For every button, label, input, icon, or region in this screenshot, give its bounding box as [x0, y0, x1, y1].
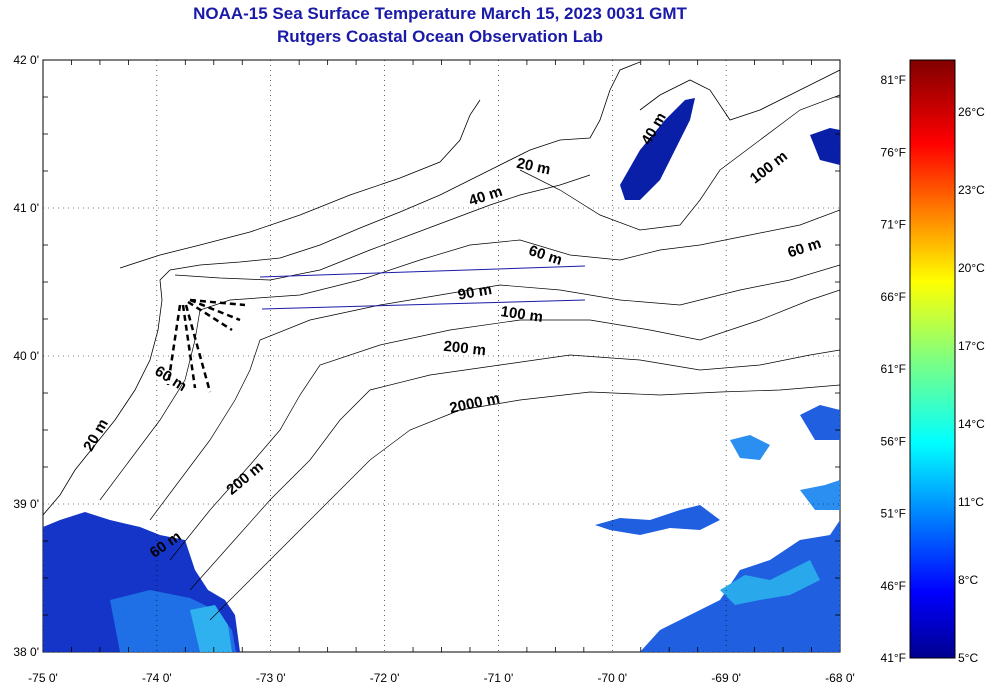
lon-tick-label: -71 0' [484, 671, 514, 685]
shipping-lanes [259, 265, 586, 310]
colorbar-f-label: 81°F [881, 73, 906, 87]
colorbar-c-label: 26°C [958, 105, 985, 119]
sst-patch-east-3 [800, 405, 840, 440]
contour-label: 100 m [500, 303, 544, 326]
coastline [43, 61, 840, 516]
colorbar-f-label: 61°F [881, 362, 906, 376]
colorbar-c-label: 23°C [958, 183, 985, 197]
lon-tick-label: -74 0' [142, 671, 172, 685]
colorbar-f-label: 46°F [881, 579, 906, 593]
sst-patch-southwest-cyan [190, 605, 232, 652]
contour-label: 200 m [443, 338, 487, 359]
colorbar-c-label: 17°C [958, 339, 985, 353]
lon-tick-label: -70 0' [597, 671, 627, 685]
colorbar-f-label: 76°F [881, 145, 906, 159]
lon-tick-label: -73 0' [256, 671, 286, 685]
map-subtitle: Rutgers Coastal Ocean Observation Lab [277, 27, 603, 46]
colorbar: 81°F 76°F 71°F 66°F 61°F 56°F 51°F 46°F 41°F 26°… [881, 59, 985, 665]
contour-label: 20 m [515, 155, 552, 179]
colorbar-c-label: 11°C [958, 495, 984, 509]
latitude-axis: 42 0' 41 0' 40 0' 39 0' 38 0' [13, 53, 840, 659]
sst-patch-east-4 [800, 480, 840, 510]
lon-tick-label: -72 0' [370, 671, 400, 685]
lat-lon-grid [43, 60, 840, 652]
sst-patch-east [595, 505, 720, 535]
lon-tick-label: -68 0' [825, 671, 855, 685]
colorbar-gradient [909, 59, 956, 659]
lat-tick-label: 41 0' [13, 201, 39, 215]
harbor-approach-lines [166, 298, 246, 393]
colorbar-f-label: 51°F [881, 507, 906, 521]
sst-patch-northeast [810, 128, 840, 165]
colorbar-c-label: 5°C [958, 651, 978, 665]
contour-label: 90 m [457, 281, 494, 304]
colorbar-f-label: 56°F [881, 434, 906, 448]
colorbar-c-label: 20°C [958, 261, 985, 275]
sst-patches [43, 98, 840, 652]
lon-tick-label: -69 0' [711, 671, 741, 685]
colorbar-celsius-labels: 26°C 23°C 20°C 17°C 14°C 11°C 8°C 5°C [958, 105, 985, 665]
colorbar-f-label: 66°F [881, 290, 906, 304]
colorbar-f-label: 71°F [881, 218, 906, 232]
colorbar-c-label: 14°C [958, 417, 985, 431]
lat-tick-label: 39 0' [13, 497, 39, 511]
colorbar-fahrenheit-labels: 81°F 76°F 71°F 66°F 61°F 56°F 51°F 46°F 41°F [881, 73, 906, 665]
sst-patch-east-2 [730, 435, 770, 460]
lat-tick-label: 40 0' [13, 349, 39, 363]
lat-tick-label: 42 0' [13, 53, 39, 67]
sst-patch-southeast-cyan [720, 560, 820, 605]
colorbar-f-label: 41°F [881, 651, 906, 665]
sst-patch-cape-cod [620, 98, 695, 200]
lat-tick-label: 38 0' [13, 645, 39, 659]
map-title: NOAA-15 Sea Surface Temperature March 15… [193, 4, 687, 23]
colorbar-c-label: 8°C [958, 573, 978, 587]
lon-tick-label: -75 0' [28, 671, 58, 685]
bathymetry-contours [99, 94, 840, 621]
longitude-axis: -75 0' -74 0' -73 0' -72 0' -71 0' -70 0' -69 … [28, 60, 855, 685]
